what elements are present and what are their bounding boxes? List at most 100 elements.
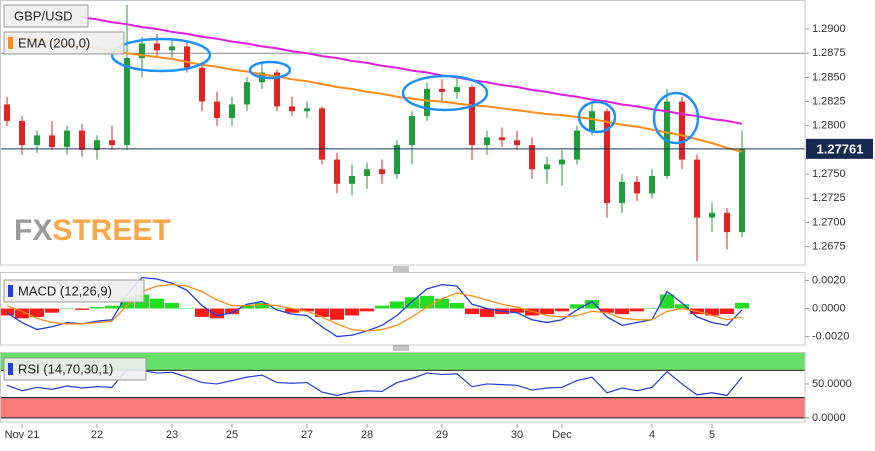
histogram-bar xyxy=(555,308,569,312)
histogram-bar xyxy=(225,308,239,315)
legend-box[interactable] xyxy=(3,4,89,28)
y-tick-label: 1.2700 xyxy=(812,216,846,228)
watermark-fx: FX xyxy=(14,214,52,247)
line-series xyxy=(6,34,743,153)
histogram-bar xyxy=(270,308,284,309)
legend-rsi: RSI (14,70,30,1) xyxy=(18,361,113,376)
candle-body xyxy=(109,140,115,146)
candle-body xyxy=(214,101,220,118)
candle-body xyxy=(544,164,550,170)
candle-body xyxy=(199,67,205,102)
x-tick-label: 23 xyxy=(166,429,178,441)
candle-body xyxy=(64,130,70,148)
histogram-bar xyxy=(105,305,119,309)
histogram-bar xyxy=(60,308,74,309)
y-tick-label: 1.2850 xyxy=(812,71,846,83)
histogram-bar xyxy=(450,302,464,309)
legend-ema: EMA (200,0) xyxy=(18,35,90,50)
histogram-bar xyxy=(435,298,449,309)
legend-symbol: GBP/USD xyxy=(14,8,73,23)
candle-body xyxy=(289,106,295,112)
watermark: FXSTREET xyxy=(14,214,171,247)
x-tick-label: 4 xyxy=(649,429,655,441)
histogram-bar xyxy=(15,308,29,319)
y-tick-label: 1.2900 xyxy=(812,23,846,35)
line-series xyxy=(81,16,743,125)
candle-body xyxy=(394,145,400,175)
candle-body xyxy=(334,159,340,184)
candle-body xyxy=(559,159,565,165)
candle-body xyxy=(274,72,280,107)
histogram-bar xyxy=(720,308,734,315)
panel-2 xyxy=(0,352,805,419)
histogram-bar xyxy=(615,308,629,315)
legend-swatch xyxy=(8,363,13,375)
x-tick-label: 29 xyxy=(436,429,448,441)
histogram-bar xyxy=(75,308,89,310)
rsi-zone xyxy=(0,397,805,419)
histogram-bar xyxy=(240,305,254,309)
price-label-box xyxy=(806,138,873,159)
histogram-bar xyxy=(405,297,419,309)
histogram-bar xyxy=(735,302,749,309)
histogram-bar xyxy=(510,308,524,313)
line-series xyxy=(6,283,743,332)
candle-body xyxy=(469,87,475,146)
candle-body xyxy=(724,212,730,233)
candle-body xyxy=(229,104,235,118)
y-tick-label: 1.2825 xyxy=(812,95,846,107)
candle-body xyxy=(184,46,190,68)
histogram-bar xyxy=(390,301,404,309)
histogram-bar xyxy=(30,308,44,317)
legend-box[interactable] xyxy=(3,279,145,303)
candle-body xyxy=(124,58,130,146)
histogram-bar xyxy=(585,300,599,309)
candle-body xyxy=(484,137,490,146)
y-tick-label: 0.0000 xyxy=(812,412,846,424)
watermark-street: STREET xyxy=(52,214,170,247)
histogram-bar xyxy=(90,307,104,309)
histogram-bar xyxy=(0,308,14,316)
histogram-bar xyxy=(330,308,344,320)
histogram-bar xyxy=(300,308,314,312)
candle-body xyxy=(364,169,370,177)
candle-body xyxy=(424,88,430,117)
legend-swatch xyxy=(8,285,13,297)
candle-body xyxy=(244,82,250,105)
histogram-bar xyxy=(465,308,479,315)
candle-body xyxy=(589,111,595,131)
panel-grip[interactable] xyxy=(393,345,409,351)
histogram-bar xyxy=(525,308,539,316)
x-tick-label: Nov 21 xyxy=(5,429,40,441)
histogram-bar xyxy=(570,304,584,309)
candle-body xyxy=(4,104,10,121)
y-tick-label: 1.2675 xyxy=(812,241,846,253)
candle-body xyxy=(694,159,700,218)
x-tick-label: 30 xyxy=(511,429,523,441)
legend-box[interactable] xyxy=(3,31,125,55)
candle-body xyxy=(379,169,385,175)
histogram-bar xyxy=(150,298,164,309)
histogram-bar xyxy=(180,308,194,309)
legend-box[interactable] xyxy=(3,357,147,381)
histogram-bar xyxy=(45,308,59,313)
price-label: 1.27761 xyxy=(817,141,864,156)
x-tick-label: 27 xyxy=(301,429,313,441)
y-tick-label: -0.0020 xyxy=(812,330,849,342)
y-tick-label: 1.2750 xyxy=(812,168,846,180)
histogram-bar xyxy=(255,302,269,309)
candle-body xyxy=(154,43,160,51)
candle-body xyxy=(304,108,310,112)
candle-body xyxy=(409,116,415,146)
x-tick-label: Dec xyxy=(552,429,572,441)
candle-body xyxy=(79,130,85,150)
histogram-bar xyxy=(285,308,299,313)
panel-grip[interactable] xyxy=(393,266,409,272)
histogram-bar xyxy=(345,308,359,316)
panel-0 xyxy=(0,4,805,262)
histogram-bar xyxy=(600,308,614,313)
histogram-bar xyxy=(120,297,134,309)
y-tick-label: 1.2875 xyxy=(812,47,846,59)
histogram-bar xyxy=(315,308,329,317)
histogram-bar xyxy=(630,308,644,312)
